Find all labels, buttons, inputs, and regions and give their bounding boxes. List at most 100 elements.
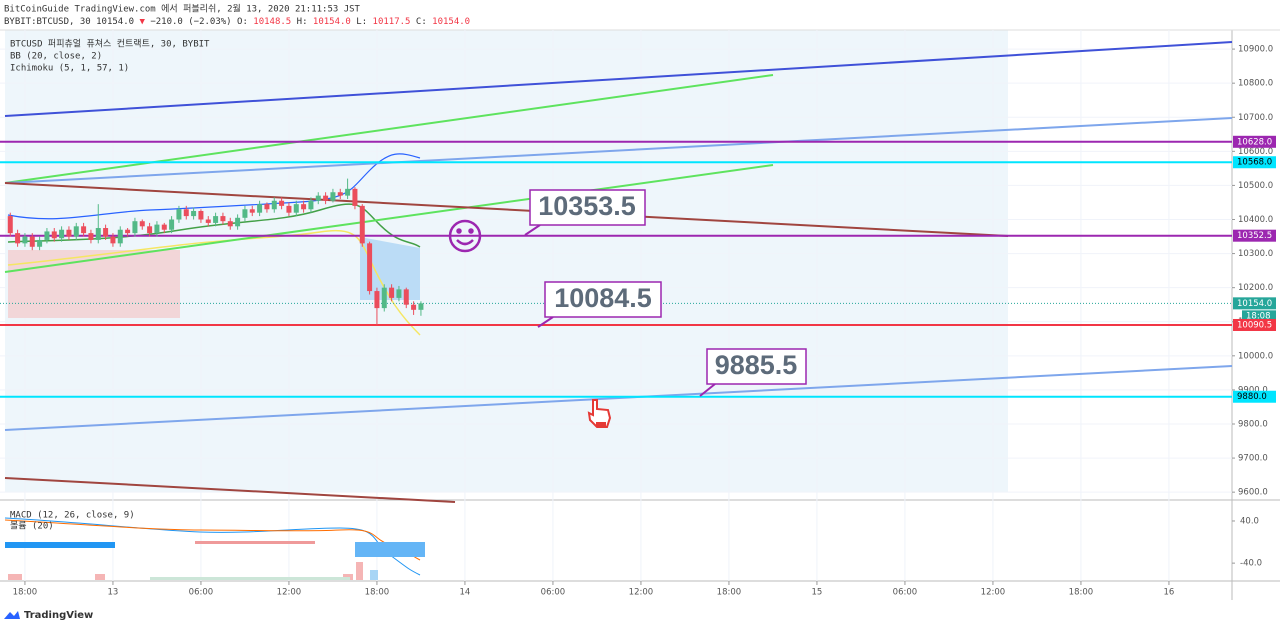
candle-body <box>359 205 365 244</box>
candle-body <box>286 205 292 213</box>
candle-body <box>51 231 57 239</box>
candle-body <box>73 226 79 237</box>
countdown: 18:08 <box>1246 311 1271 321</box>
y-tick-label: 10500.0 <box>1238 181 1273 191</box>
price-lines <box>0 140 1232 398</box>
callout: 9885.5 <box>699 348 807 397</box>
candle-body <box>227 221 233 227</box>
macd-tick-label: -40.0 <box>1240 559 1262 569</box>
symbol: BYBIT:BTCUSD, 30 <box>4 17 91 27</box>
x-tick-label: 06:00 <box>893 588 918 598</box>
pointer-icon <box>587 399 612 428</box>
candle-body <box>352 188 358 206</box>
y-tick-label: 10700.0 <box>1238 113 1273 123</box>
candle-body <box>293 204 299 213</box>
candle-body <box>103 228 109 237</box>
candle-body <box>147 226 153 234</box>
callout-text: 10353.5 <box>538 191 636 221</box>
price-label: 9880.0 <box>1237 392 1267 402</box>
y-tick-label: 10300.0 <box>1238 249 1273 259</box>
price-label-box <box>1233 229 1276 242</box>
last-price: 10154.0 <box>96 17 134 27</box>
candle-body <box>396 289 402 298</box>
smiley-icon <box>448 219 482 253</box>
candle-body <box>381 287 387 309</box>
legend-text: Ichimoku (5, 1, 57, 1) <box>10 64 129 74</box>
y-tick-label: 9600.0 <box>1238 488 1268 498</box>
candle-body <box>345 188 351 196</box>
candle-body <box>139 221 145 227</box>
candle-body <box>59 229 65 239</box>
legend-text: BB (20, close, 2) <box>10 52 102 62</box>
candle-body <box>411 304 417 310</box>
candle-body <box>110 236 116 244</box>
x-tick-label: 15 <box>812 588 823 598</box>
price-label: 10628.0 <box>1237 137 1272 147</box>
macd-legend: MACD (12, 26, close, 9) <box>10 511 135 521</box>
y-tick-label: 10900.0 <box>1238 45 1273 55</box>
ohlc-label: H: <box>297 17 308 27</box>
ohlc-value: 10148.5 <box>253 17 291 27</box>
candles <box>7 178 424 326</box>
y-tick-label: 10200.0 <box>1238 283 1273 293</box>
logo <box>4 611 20 619</box>
header-title: BitCoinGuide TradingView.com 에서 퍼블리쉬, 2월… <box>4 3 361 15</box>
x-tick-label: 12:00 <box>277 588 302 598</box>
candle-body <box>117 229 123 244</box>
macd-pane <box>4 517 425 580</box>
candle-body <box>66 229 72 237</box>
price-label-box <box>1233 156 1276 169</box>
y-tick-label: 10600.0 <box>1238 147 1273 157</box>
legend-text: BTCUSD 퍼피츄얼 퓨쳐스 컨트랙트, 30, BYBIT <box>10 38 210 50</box>
macd-legend: 볼륨 (20) <box>10 521 54 532</box>
candle-body <box>271 200 277 210</box>
candle-body <box>37 239 43 247</box>
ohlc-value: 10154.0 <box>432 17 470 27</box>
ichimoku-cloud <box>8 250 180 318</box>
candle-body <box>264 204 270 210</box>
header-quote: BYBIT:BTCUSD, 30 10154.0 ▼ −210.0 (−2.03… <box>4 17 470 27</box>
footer-brand: TradingView <box>24 610 93 621</box>
callout: 10353.5 <box>524 189 646 236</box>
price-label-box <box>1233 318 1276 331</box>
candle-body <box>154 224 160 234</box>
candle-body <box>249 209 255 213</box>
y-tick-label: 10400.0 <box>1238 215 1273 225</box>
candle-body <box>198 210 204 220</box>
price-label-box <box>1233 390 1276 403</box>
candle-body <box>374 291 380 309</box>
header: BTCUSD 퍼피츄얼 퓨쳐스 컨트랙트, 30, BYBIT BB (20, c… <box>4 3 470 532</box>
trend-line <box>4 164 774 273</box>
price-label: 10568.0 <box>1237 158 1272 168</box>
candle-body <box>88 233 94 240</box>
candle-body <box>132 221 138 234</box>
grid <box>0 30 1232 581</box>
change-arrow: ▼ <box>139 17 145 27</box>
callout-text: 9885.5 <box>715 350 798 380</box>
y-tick-label: 10800.0 <box>1238 79 1273 89</box>
candle-body <box>29 236 35 247</box>
callout-text: 10084.5 <box>554 283 652 313</box>
y-tick-label: 9900.0 <box>1238 385 1268 395</box>
bb-upper <box>7 153 421 220</box>
callout: 10084.5 <box>537 281 662 328</box>
candle-body <box>95 228 101 240</box>
candle-body <box>15 233 21 244</box>
candle-body <box>257 204 263 213</box>
countdown-box <box>1242 310 1276 322</box>
price-label: 10154.0 <box>1237 299 1272 309</box>
price-label-box <box>1233 135 1276 148</box>
candle-body <box>44 231 50 240</box>
y-tick-label: 9800.0 <box>1238 419 1268 429</box>
candle-body <box>315 195 321 201</box>
candle-body <box>7 216 13 234</box>
trend-line <box>4 117 1233 184</box>
candle-body <box>367 243 373 292</box>
trend-line <box>4 477 456 503</box>
ohlc-label: C: <box>416 17 427 27</box>
ohlc-value: 10117.5 <box>373 17 411 27</box>
candle-body <box>183 209 189 217</box>
x-tick-label: 13 <box>108 588 119 598</box>
candle-body <box>323 195 329 201</box>
